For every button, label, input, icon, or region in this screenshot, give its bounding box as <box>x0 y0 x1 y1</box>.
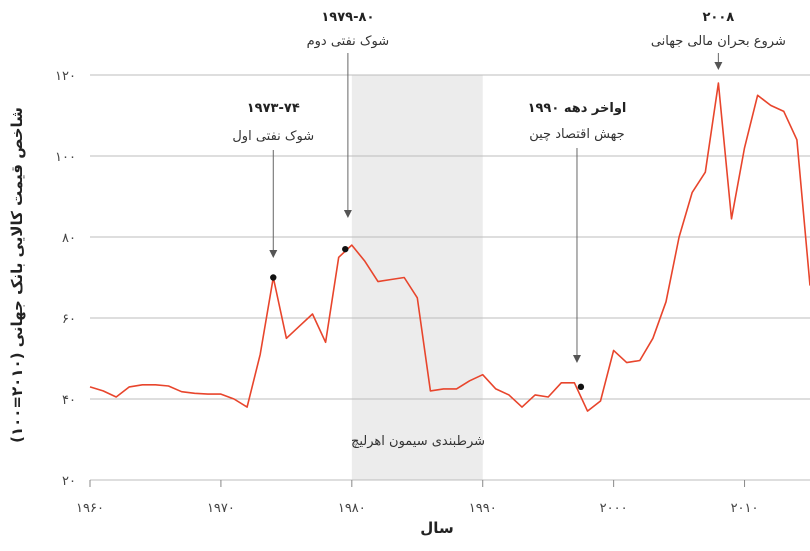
y-tick-label: ۲۰ <box>62 474 76 489</box>
y-axis-title: شاخص قیمت کالایی بانک جهانی (۲۰۱۰=۱۰۰) <box>8 107 26 443</box>
x-axis-title: سال <box>420 519 453 537</box>
annotation-arrowhead <box>343 210 352 218</box>
gridlines: ۲۰ ۴۰ ۶۰ ۸۰ ۱۰۰ ۱۲۰ <box>55 69 810 489</box>
annotation-text: شوک نفتی دوم <box>307 34 390 49</box>
highlight-point <box>342 245 349 253</box>
x-axis: ۱۹۶۰ ۱۹۷۰ ۱۹۸۰ ۱۹۹۰ ۲۰۰۰ ۲۰۱۰ <box>76 480 759 516</box>
x-tick-label: ۱۹۷۰ <box>207 501 235 516</box>
y-tick-label: ۱۰۰ <box>55 150 76 165</box>
highlighted-points <box>270 245 585 391</box>
y-tick-label: ۸۰ <box>62 231 76 246</box>
annotation-title: ۱۹۷۹-۸۰ <box>321 10 374 25</box>
series-line <box>89 82 810 412</box>
annotation-arrowhead <box>269 250 278 258</box>
series-line-group <box>89 82 810 412</box>
highlight-point <box>577 383 585 391</box>
shaded-region-rect <box>351 75 483 480</box>
annotation-arrowhead <box>572 355 581 363</box>
x-tick-label: ۲۰۰۰ <box>600 501 628 516</box>
annotation-arrowhead <box>714 62 723 70</box>
highlight-point <box>270 274 277 281</box>
x-tick-label: ۱۹۸۰ <box>338 501 366 516</box>
y-tick-label: ۴۰ <box>62 393 76 408</box>
x-tick-label: ۱۹۹۰ <box>469 501 497 516</box>
x-tick-label: ۱۹۶۰ <box>76 501 104 516</box>
annotation-title: ۲۰۰۸ <box>702 10 734 25</box>
shaded-region-label: شرطبندی سیمون اهرلیچ <box>351 434 485 449</box>
y-tick-label: ۱۲۰ <box>55 69 76 84</box>
annotation-text: جهش اقتصاد چین <box>529 127 625 142</box>
shaded-region <box>351 75 483 480</box>
annotation-text: شوک نفتی اول <box>232 129 314 144</box>
annotation-title: اواخر دهه ۱۹۹۰ <box>528 101 627 116</box>
x-tick-label: ۲۰۱۰ <box>731 501 759 516</box>
annotation-title: ۱۹۷۳-۷۴ <box>247 101 300 116</box>
annotation-text: شروع بحران مالی جهانی <box>651 34 786 49</box>
annotations: ۱۹۷۳-۷۴ شوک نفتی اول ۱۹۷۹-۸۰ شوک نفتی دوم او… <box>232 10 786 363</box>
y-tick-label: ۶۰ <box>62 312 76 327</box>
